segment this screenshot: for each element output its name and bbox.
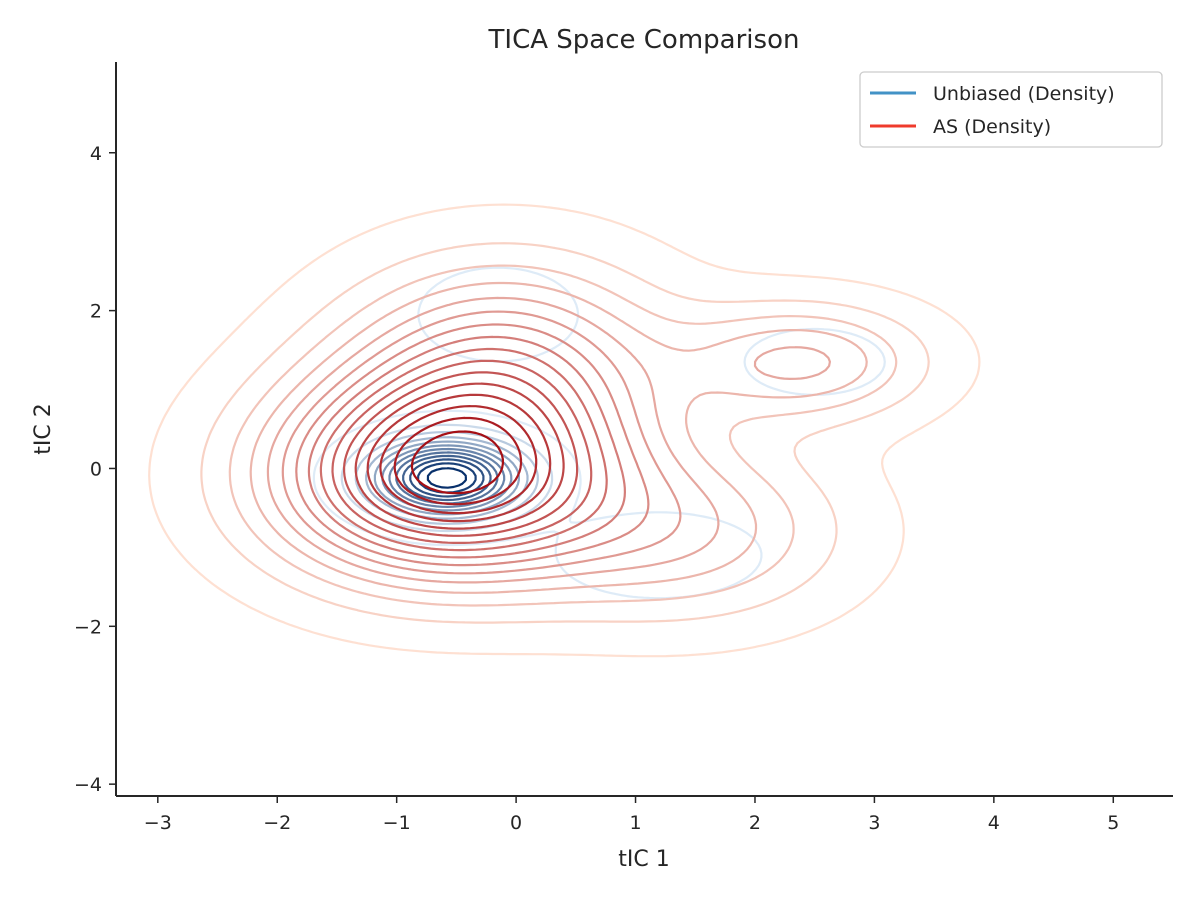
y-tick-label: 0: [90, 458, 102, 480]
x-tick-label: 4: [988, 812, 1000, 834]
legend-label-unbiased: Unbiased (Density): [933, 83, 1115, 105]
y-axis-label: tIC 2: [31, 403, 56, 454]
y-tick-label: −4: [74, 774, 102, 796]
y-tick-label: 4: [90, 143, 102, 165]
legend-frame: [859, 71, 1163, 148]
as-contour-level-5: [281, 310, 682, 575]
as-contour-level-1: [200, 242, 930, 624]
as-contour-level-15: [410, 430, 504, 495]
as-density-contours: [148, 203, 981, 658]
as-contour-level-2: [228, 264, 898, 607]
as-contour-level-3: [249, 281, 868, 594]
plot-area: [148, 203, 981, 658]
as-contour-level-9: [331, 359, 593, 544]
y-ticks: −4 −2 0 2 4: [74, 143, 116, 796]
x-tick-label: −2: [263, 812, 291, 834]
legend-label-as: AS (Density): [933, 116, 1051, 138]
x-ticks: −3 −2 −1 0 1 2 3 4 5: [144, 796, 1119, 834]
as-contour-level-12: [366, 393, 552, 523]
x-tick-label: 2: [749, 812, 761, 834]
as-contour-level-11: [354, 382, 565, 530]
y-tick-label: −2: [74, 616, 102, 638]
x-tick-label: 3: [868, 812, 880, 834]
chart-title: TICA Space Comparison: [488, 25, 800, 55]
x-tick-label: −3: [144, 812, 172, 834]
as-contour-level-13: [379, 405, 538, 515]
as-contour-level-10: [343, 371, 579, 537]
x-tick-label: 5: [1107, 812, 1119, 834]
y-tick-label: 2: [90, 301, 102, 323]
as-contour-level-7: [307, 335, 626, 559]
as-contour-level-0: [148, 203, 981, 658]
x-tick-label: 0: [510, 812, 522, 834]
as-contour-level-4: [266, 296, 831, 584]
x-axis-label: tIC 1: [618, 847, 669, 872]
x-tick-label: −1: [383, 812, 411, 834]
unbiased-contour-level-7: [395, 451, 499, 505]
x-tick-label: 1: [629, 812, 641, 834]
as-contour-level-6: [295, 323, 650, 567]
as-contour-level-8: [319, 347, 608, 552]
unbiased-contour-level-8: [402, 454, 492, 502]
legend: Unbiased (Density) AS (Density): [859, 71, 1163, 148]
unbiased-contour-level-4: [373, 440, 520, 516]
unbiased-contour-level-11: [426, 467, 467, 489]
as-contour-level-14: [393, 416, 523, 506]
